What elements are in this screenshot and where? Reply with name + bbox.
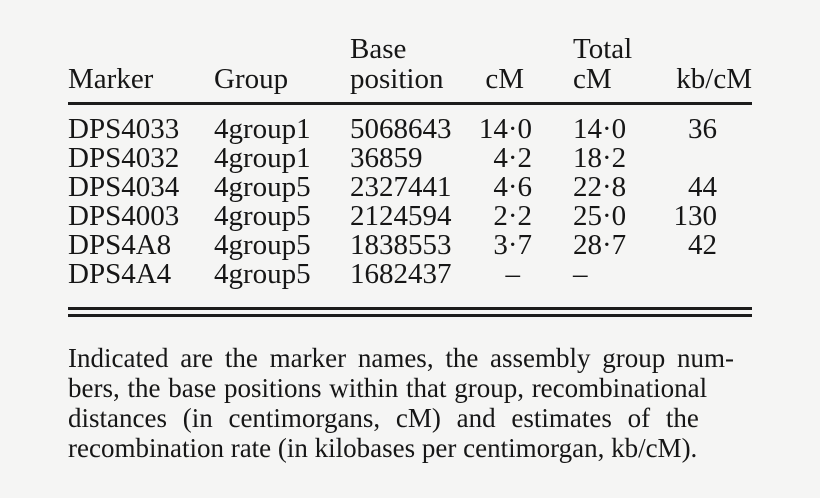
cell-marker: DPS4A8 [68, 229, 172, 261]
cell-kb-per-cm: 44 [688, 171, 717, 203]
table-caption: Indicated are the marker names, the asse… [68, 343, 752, 463]
caption-line: distances (in centimorgans, cM) and esti… [68, 403, 699, 433]
cell-kb-per-cm: 42 [688, 229, 717, 261]
column-header-base-position-line1: Base [350, 33, 407, 65]
cell-base-position: 36859 [350, 142, 423, 174]
table-row: DPS4A8 4group5 1838553 3·7 28·7 42 [68, 231, 752, 260]
cell-group: 4group5 [214, 258, 311, 290]
column-header-total-cm-line2: cM [573, 63, 612, 95]
column-header-group-label: Group [214, 63, 289, 95]
cell-kb-per-cm: 130 [673, 200, 718, 232]
cell-base-position: 1682437 [350, 258, 452, 290]
cell-total-cm: – [573, 258, 588, 290]
cell-group: 4group5 [214, 171, 311, 203]
cell-cm: 4·2 [493, 142, 532, 174]
column-header-base-position-line2: position [350, 63, 444, 95]
cell-total-cm: 22·8 [573, 171, 627, 203]
cell-total-cm: 28·7 [573, 229, 627, 261]
cell-group: 4group5 [214, 200, 311, 232]
caption-line: Indicated are the marker names, the asse… [68, 343, 735, 373]
cell-group: 4group1 [214, 113, 311, 145]
paper-table-figure: Marker Group Base position cM Total cM k [68, 34, 752, 463]
cell-base-position: 5068643 [350, 113, 452, 145]
column-header-cm: cM [462, 34, 532, 105]
column-header-base-position: Base position [350, 33, 462, 105]
marker-linkage-table: Marker Group Base position cM Total cM k [68, 34, 752, 294]
column-header-group: Group [214, 34, 350, 105]
caption-line: recombination rate (in kilobases per cen… [68, 433, 698, 463]
column-header-kb-per-cm: kb/cM [642, 34, 752, 105]
cell-cm: 4·6 [493, 171, 532, 203]
cell-total-cm: 14·0 [573, 113, 627, 145]
column-header-total-cm: Total cM [532, 33, 642, 105]
cell-total-cm: 18·2 [573, 142, 627, 174]
caption-line: bers, the base positions within that gro… [68, 373, 708, 403]
table-row: DPS4034 4group5 2327441 4·6 22·8 44 [68, 173, 752, 202]
cell-group: 4group1 [214, 142, 311, 174]
cell-marker: DPS4032 [68, 142, 180, 174]
cell-group: 4group5 [214, 229, 311, 261]
table-row: DPS4A4 4group5 1682437 – – [68, 260, 752, 294]
cell-marker: DPS4033 [68, 113, 180, 145]
cell-marker: DPS4003 [68, 200, 180, 232]
cell-base-position: 2327441 [350, 171, 452, 203]
column-header-marker: Marker [68, 34, 214, 105]
cell-cm: – [505, 258, 521, 290]
table-body: DPS4033 4group1 5068643 14·0 14·0 36 DPS… [68, 104, 752, 295]
column-header-cm-label: cM [485, 63, 524, 95]
cell-kb-per-cm: 36 [688, 113, 717, 145]
cell-base-position: 1838553 [350, 229, 452, 261]
cell-base-position: 2124594 [350, 200, 452, 232]
column-header-kb-per-cm-label: kb/cM [676, 63, 752, 95]
column-header-total-cm-line1: Total [573, 33, 633, 65]
cell-kb-per-cm [642, 144, 752, 173]
cell-total-cm: 25·0 [573, 200, 627, 232]
table-row: DPS4003 4group5 2124594 2·2 25·0 130 [68, 202, 752, 231]
cell-marker: DPS4A4 [68, 258, 172, 290]
table-bottom-double-rule [68, 307, 752, 317]
column-header-marker-label: Marker [68, 63, 154, 95]
cell-cm: 14·0 [478, 113, 532, 145]
cell-cm: 2·2 [493, 200, 532, 232]
table-row: DPS4032 4group1 36859 4·2 18·2 [68, 144, 752, 173]
table-row: DPS4033 4group1 5068643 14·0 14·0 36 [68, 104, 752, 145]
cell-marker: DPS4034 [68, 171, 180, 203]
cell-kb-per-cm [642, 260, 752, 294]
cell-cm: 3·7 [493, 229, 532, 261]
table-header-row: Marker Group Base position cM Total cM k [68, 33, 752, 105]
